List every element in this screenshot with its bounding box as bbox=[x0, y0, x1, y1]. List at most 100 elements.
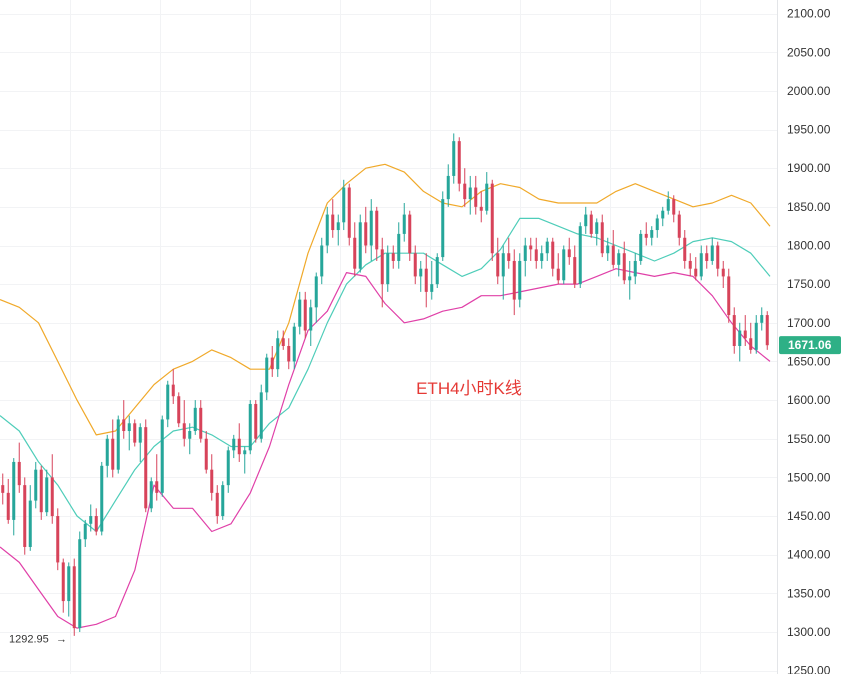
candle-body bbox=[562, 249, 566, 281]
candle bbox=[281, 330, 285, 350]
candle-body bbox=[144, 427, 148, 509]
candle bbox=[446, 164, 450, 207]
candle-body bbox=[380, 249, 384, 285]
candle-body bbox=[111, 438, 115, 470]
y-tick-label: 1650.00 bbox=[787, 354, 831, 368]
candle-body bbox=[188, 431, 192, 439]
candle-body bbox=[721, 268, 725, 277]
candle bbox=[512, 249, 516, 316]
candle bbox=[45, 469, 49, 517]
candle bbox=[463, 168, 467, 207]
candle-body bbox=[589, 214, 593, 234]
candle-body bbox=[292, 326, 296, 362]
lower-band-line bbox=[0, 268, 771, 629]
candle bbox=[666, 191, 670, 215]
candle-body bbox=[699, 253, 703, 277]
candle-body bbox=[67, 566, 71, 602]
candle-body bbox=[413, 253, 417, 277]
candle bbox=[50, 454, 54, 524]
candle-body bbox=[523, 245, 527, 261]
candle bbox=[562, 245, 566, 285]
candle bbox=[617, 249, 621, 277]
candle bbox=[105, 434, 109, 478]
y-tick-label: 2000.00 bbox=[787, 84, 831, 98]
candle bbox=[127, 415, 131, 451]
candle bbox=[672, 195, 676, 223]
y-tick-label: 1750.00 bbox=[787, 277, 831, 291]
candle-body bbox=[375, 210, 379, 250]
candle-body bbox=[661, 210, 665, 219]
y-tick-label: 1900.00 bbox=[787, 161, 831, 175]
candle-body bbox=[716, 245, 720, 269]
candle bbox=[188, 423, 192, 455]
candle-body bbox=[622, 253, 626, 281]
candle bbox=[639, 230, 643, 265]
candle-body bbox=[545, 241, 549, 254]
candle bbox=[243, 446, 247, 474]
candle-body bbox=[100, 465, 104, 532]
candle-body bbox=[56, 516, 60, 563]
candle bbox=[248, 400, 252, 455]
candle-body bbox=[386, 253, 390, 285]
candle bbox=[441, 191, 445, 261]
candle bbox=[386, 245, 390, 292]
candle-body bbox=[281, 338, 285, 346]
candle bbox=[254, 400, 258, 443]
candle-body bbox=[441, 199, 445, 258]
candle bbox=[83, 519, 87, 547]
candle-body bbox=[314, 276, 318, 308]
candle bbox=[6, 478, 10, 524]
candle bbox=[221, 481, 225, 520]
candle bbox=[23, 477, 27, 555]
chart-annotation: ETH4小时K线 bbox=[416, 379, 522, 398]
candle-body bbox=[512, 260, 516, 300]
candle-body bbox=[468, 187, 472, 200]
candle bbox=[650, 226, 654, 246]
candle bbox=[732, 307, 736, 354]
candle-body bbox=[573, 257, 577, 285]
candle-body bbox=[628, 276, 632, 281]
candle bbox=[424, 253, 428, 308]
candle-body bbox=[479, 206, 483, 211]
candle bbox=[496, 237, 500, 285]
candle bbox=[182, 400, 186, 447]
candle-body bbox=[78, 539, 82, 629]
y-tick-label: 1400.00 bbox=[787, 548, 831, 562]
candle bbox=[12, 458, 16, 536]
low-marker-arrow: → bbox=[56, 633, 67, 645]
candle-body bbox=[309, 307, 313, 331]
candle bbox=[479, 191, 483, 223]
y-tick-label: 2050.00 bbox=[787, 45, 831, 59]
candle bbox=[320, 237, 324, 285]
candle bbox=[628, 260, 632, 300]
candle bbox=[683, 230, 687, 269]
candle-body bbox=[160, 419, 164, 493]
candle bbox=[166, 380, 170, 428]
candle-body bbox=[694, 268, 698, 277]
candle bbox=[738, 322, 742, 362]
candle bbox=[78, 531, 82, 632]
candle-body bbox=[501, 253, 505, 277]
candle bbox=[578, 222, 582, 289]
candle-body bbox=[237, 438, 241, 455]
candle-body bbox=[765, 315, 769, 346]
candle-body bbox=[633, 260, 637, 277]
candle-body bbox=[551, 241, 555, 269]
candle-body bbox=[567, 249, 571, 258]
candle bbox=[677, 210, 681, 246]
candle-body bbox=[391, 253, 395, 261]
candle-body bbox=[688, 260, 692, 269]
y-tick-label: 1950.00 bbox=[787, 123, 831, 137]
candle-body bbox=[298, 299, 302, 327]
last-price-tag: 1671.06 bbox=[779, 336, 841, 355]
candle bbox=[364, 206, 368, 254]
candle bbox=[523, 237, 527, 277]
candle-body bbox=[342, 187, 346, 223]
candle-body bbox=[116, 419, 120, 470]
candle bbox=[611, 230, 615, 269]
candle bbox=[540, 245, 544, 269]
candle-body bbox=[204, 438, 208, 470]
bollinger-bands bbox=[0, 163, 771, 629]
y-tick-label: 1800.00 bbox=[787, 239, 831, 253]
candle-body bbox=[303, 299, 307, 331]
